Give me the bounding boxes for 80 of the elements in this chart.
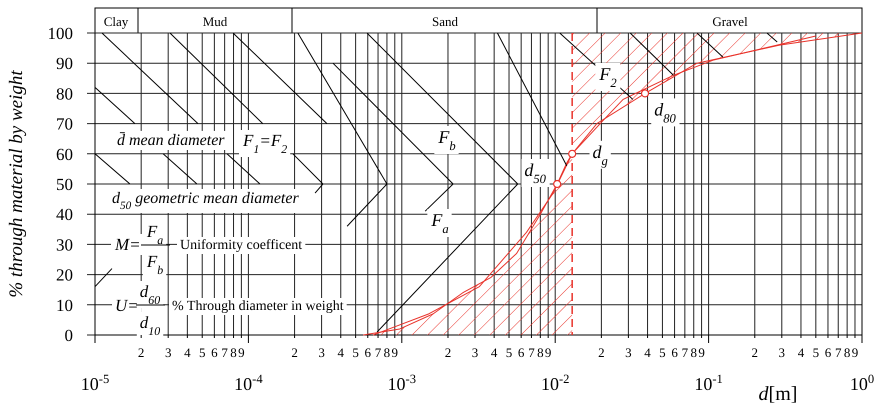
text: 4	[338, 345, 345, 360]
text: 3	[318, 345, 325, 360]
annotation: F$_{a}$	[146, 222, 164, 247]
text: 4	[184, 345, 192, 360]
text: 6	[211, 345, 218, 360]
text: Sand	[432, 14, 458, 29]
text: 9	[852, 345, 858, 360]
text: 7	[374, 345, 382, 360]
text: 5	[352, 345, 359, 360]
text: 4	[798, 345, 805, 360]
text: 8	[537, 345, 544, 360]
text: 7	[682, 345, 689, 360]
y-tick-label: 100	[48, 24, 73, 43]
text: 2	[444, 345, 452, 360]
x-tick-label: 10$^{-1}$	[694, 372, 723, 394]
annotation: M=	[114, 235, 141, 254]
y-tick-label: 70	[56, 114, 73, 134]
text: 3	[164, 345, 172, 360]
text: 5	[198, 345, 206, 360]
x-tick-label: 10$^{-4}$	[234, 372, 264, 394]
text: Mud	[202, 14, 228, 29]
text: 3	[472, 345, 478, 360]
text: 5	[812, 345, 820, 360]
y-tick-label: 90	[56, 54, 73, 74]
text: 8	[844, 345, 850, 360]
y-axis-title: % through material by weight	[6, 70, 27, 298]
y-tick-label: 30	[56, 235, 73, 254]
x-tick-label: 10$^{0}$	[850, 372, 874, 394]
y-tick-label: 20	[56, 266, 73, 285]
x-tick-label: 10$^{-5}$	[80, 372, 110, 394]
x-tick-label: 10$^{-3}$	[388, 372, 416, 394]
x-tick-label: 10$^{-2}$	[540, 372, 570, 394]
text: 2	[138, 345, 144, 360]
annotation: F$_{1}$=F$_{2}$	[242, 131, 288, 156]
annotation: d$_{10}$	[140, 313, 160, 338]
annotation: d$_{80}$	[654, 99, 677, 126]
text: 7	[221, 345, 228, 360]
text: 8	[690, 345, 697, 360]
annotation: d̄ mean diameter	[117, 132, 226, 149]
text: 8	[384, 345, 390, 360]
y-tick-label: 0	[64, 326, 73, 345]
annotation: F$_{b}$	[146, 252, 164, 277]
annotation: F$_{a}$	[430, 210, 449, 236]
y-tick-label: 10	[56, 296, 73, 315]
text: 5	[506, 345, 512, 360]
annotation: Uniformity coefficent	[180, 238, 302, 253]
text: 6	[518, 345, 525, 360]
text: 2	[752, 345, 758, 360]
text: 2	[598, 345, 605, 360]
text: Clay	[104, 14, 129, 29]
text: 9	[238, 345, 245, 360]
annotation: F$_{2}$	[598, 64, 618, 90]
annotation: U=	[115, 296, 139, 315]
y-tick-label: 60	[56, 144, 73, 164]
text: 6	[671, 345, 678, 360]
text: 6	[364, 345, 372, 360]
text: 9	[698, 345, 705, 360]
text: Gravel	[712, 14, 748, 29]
text: 4	[490, 345, 498, 360]
annotation: d$_{g}$	[592, 142, 608, 168]
text: 2	[291, 345, 298, 360]
text: 7	[528, 345, 536, 360]
annotation: % Through diameter in weight	[172, 299, 344, 314]
y-tick-label: 80	[56, 84, 73, 104]
text: 3	[625, 345, 632, 360]
text: 8	[230, 345, 237, 360]
annotation: d$_{50}$ geometric mean diameter	[112, 190, 300, 212]
x-axis-title: d[m]	[758, 383, 798, 405]
text: 9	[392, 345, 398, 360]
text: 7	[834, 345, 842, 360]
annotation: d$_{50}$	[524, 160, 547, 186]
text: 4	[644, 345, 652, 360]
text: 3	[778, 345, 786, 360]
annotation: F$_{b}$	[437, 127, 456, 153]
text: 6	[824, 345, 832, 360]
annotation: d$_{60}$	[140, 282, 160, 307]
text: 5	[659, 345, 666, 360]
y-tick-label: 40	[56, 205, 73, 224]
y-tick-label: 50	[56, 175, 73, 194]
text: 9	[544, 345, 552, 360]
